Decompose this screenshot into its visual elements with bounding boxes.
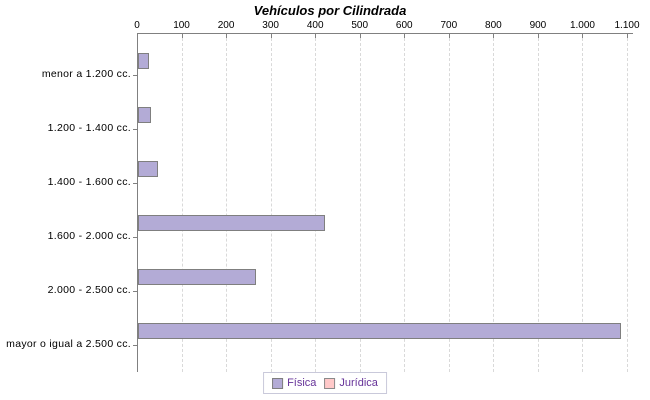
legend-label: Jurídica xyxy=(339,377,378,389)
x-tick-mark xyxy=(181,34,183,38)
y-tick-mark xyxy=(133,129,137,130)
gridline xyxy=(404,38,406,372)
x-tick-label: 0 xyxy=(134,20,140,31)
gridline xyxy=(315,38,317,372)
x-tick-label: 500 xyxy=(351,20,369,31)
x-tick-label: 700 xyxy=(440,20,458,31)
gridline xyxy=(226,38,228,372)
category-label: 2.000 - 2.500 cc. xyxy=(47,284,131,296)
gridline xyxy=(270,38,272,372)
legend-label: Física xyxy=(287,377,317,389)
gridline xyxy=(627,38,628,372)
y-axis-line xyxy=(137,33,138,372)
x-tick-mark xyxy=(582,34,584,38)
x-tick-mark xyxy=(315,34,317,38)
category-label: menor a 1.200 cc. xyxy=(41,68,131,80)
gridline xyxy=(448,38,450,372)
bar xyxy=(138,107,151,123)
x-tick-label: 100 xyxy=(173,20,190,31)
y-tick-mark xyxy=(133,183,137,184)
x-tick-label: 1.100 xyxy=(614,20,640,31)
x-tick-mark xyxy=(137,34,138,38)
gridline xyxy=(537,38,539,372)
x-tick-label: 300 xyxy=(262,20,279,31)
bar xyxy=(138,53,149,69)
x-tick-mark xyxy=(537,34,539,38)
x-tick-mark xyxy=(404,34,406,38)
x-tick-mark xyxy=(359,34,361,38)
category-label: 1.400 - 1.600 cc. xyxy=(47,176,131,188)
x-tick-mark xyxy=(270,34,272,38)
y-tick-mark xyxy=(133,75,137,76)
x-tick-label: 900 xyxy=(529,20,547,31)
legend-item: Jurídica xyxy=(324,377,378,389)
x-tick-mark xyxy=(627,34,628,38)
gridline xyxy=(582,38,584,372)
legend-swatch xyxy=(324,377,336,389)
legend: Física Jurídica xyxy=(263,372,387,394)
x-tick-label: 1.000 xyxy=(569,20,595,31)
category-label: 1.200 - 1.400 cc. xyxy=(47,122,131,134)
category-label: 1.600 - 2.000 cc. xyxy=(47,230,131,242)
bar xyxy=(138,323,621,339)
legend-item: Física xyxy=(272,377,316,389)
x-tick-mark xyxy=(448,34,450,38)
bar xyxy=(138,161,158,177)
chart-title: Vehículos por Cilindrada xyxy=(253,3,407,18)
gridline xyxy=(359,38,361,372)
y-tick-mark xyxy=(133,237,137,238)
x-tick-mark xyxy=(493,34,495,38)
bar xyxy=(138,269,256,285)
x-axis-line xyxy=(137,33,633,34)
x-tick-label: 400 xyxy=(306,20,324,31)
y-tick-mark xyxy=(133,291,137,292)
x-tick-label: 200 xyxy=(217,20,235,31)
legend-swatch xyxy=(272,377,284,389)
x-tick-mark xyxy=(226,34,228,38)
x-tick-label: 600 xyxy=(395,20,413,31)
x-tick-label: 800 xyxy=(485,20,502,31)
gridline xyxy=(493,38,495,372)
bar xyxy=(138,215,325,231)
category-label: mayor o igual a 2.500 cc. xyxy=(6,338,131,350)
gridline xyxy=(181,38,183,372)
y-tick-mark xyxy=(133,345,137,346)
